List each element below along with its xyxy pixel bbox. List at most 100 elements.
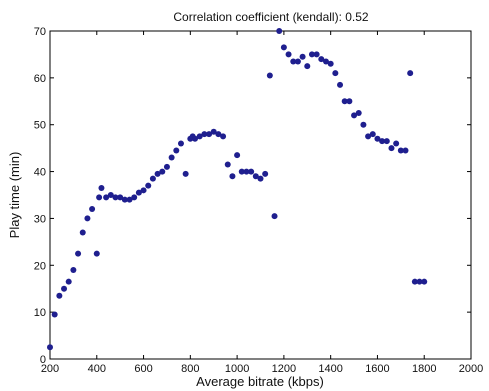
data-point	[103, 194, 110, 201]
data-point	[365, 133, 372, 140]
data-point	[248, 168, 255, 175]
data-point	[126, 196, 133, 203]
data-point	[145, 182, 152, 189]
x-axis-label: Average bitrate (kbps)	[196, 374, 324, 389]
data-point	[393, 140, 400, 147]
x-tick-label: 1600	[365, 363, 389, 375]
data-point	[182, 170, 189, 177]
data-point	[332, 70, 339, 77]
data-point	[402, 147, 409, 154]
x-tick-label: 200	[41, 363, 59, 375]
y-tick-label: 50	[34, 120, 46, 132]
data-point	[196, 133, 203, 140]
data-point	[201, 131, 208, 138]
data-point	[159, 168, 166, 175]
data-point	[262, 170, 269, 177]
data-point	[285, 51, 292, 58]
data-point	[243, 168, 250, 175]
data-point	[271, 213, 278, 220]
data-point	[140, 187, 147, 194]
data-point	[294, 58, 301, 65]
x-tick-label: 800	[181, 363, 199, 375]
data-point	[117, 194, 124, 201]
y-axis-label: Play time (min)	[7, 152, 22, 239]
data-point	[411, 278, 418, 285]
data-point	[135, 189, 142, 196]
data-point	[215, 131, 222, 138]
data-point	[327, 60, 334, 67]
data-point	[421, 278, 428, 285]
data-point	[210, 128, 217, 135]
data-point	[257, 175, 264, 182]
data-point	[299, 53, 306, 60]
data-point	[397, 147, 404, 154]
axis-ticks: 200 400 600 800 1000 1200 1400 1600 1800 2000 0 10 2…	[34, 26, 483, 375]
y-tick-label: 30	[34, 213, 46, 225]
data-point	[322, 58, 329, 65]
data-point	[383, 138, 390, 145]
data-point	[234, 152, 241, 159]
data-point	[121, 196, 128, 203]
data-point	[304, 63, 311, 70]
data-point	[379, 138, 386, 145]
data-point	[280, 44, 287, 51]
data-point	[131, 194, 138, 201]
data-point	[84, 215, 91, 222]
x-tick-label: 2000	[459, 363, 483, 375]
data-point	[369, 131, 376, 138]
x-tick-label: 1400	[318, 363, 342, 375]
data-point	[98, 184, 105, 191]
data-point	[163, 163, 170, 170]
x-tick-label: 1000	[225, 363, 249, 375]
data-point	[229, 173, 236, 180]
data-point	[79, 229, 86, 236]
y-tick-label: 10	[34, 307, 46, 319]
data-point	[290, 58, 297, 65]
data-points	[47, 28, 428, 351]
y-tick-label: 0	[40, 354, 46, 366]
data-point	[93, 250, 100, 257]
data-point	[70, 266, 77, 273]
y-tick-label: 20	[34, 260, 46, 272]
data-point	[266, 72, 273, 79]
data-point	[154, 170, 161, 177]
data-point	[149, 175, 156, 182]
y-tick-label: 70	[34, 26, 46, 38]
data-point	[355, 110, 362, 116]
data-point	[206, 131, 213, 138]
data-point	[374, 135, 381, 142]
data-point	[416, 278, 423, 285]
data-point	[351, 112, 358, 119]
data-point	[388, 145, 395, 152]
data-point	[168, 154, 175, 161]
data-point	[346, 98, 353, 105]
data-point	[192, 135, 199, 142]
data-point	[47, 344, 53, 351]
data-point	[173, 147, 180, 154]
data-point	[89, 206, 96, 213]
data-point	[341, 98, 348, 105]
data-point	[308, 51, 315, 58]
data-point	[75, 250, 82, 257]
chart-title: Correlation coefficient (kendall): 0.52	[173, 10, 369, 24]
x-tick-label: 600	[134, 363, 152, 375]
data-point	[65, 278, 72, 285]
data-point	[107, 192, 114, 198]
data-point	[177, 140, 184, 147]
data-point	[276, 28, 283, 34]
data-point	[337, 81, 344, 88]
data-point	[360, 121, 367, 128]
data-point	[51, 311, 58, 318]
data-point	[112, 194, 119, 201]
data-point	[313, 51, 320, 58]
data-point	[220, 133, 227, 140]
x-tick-label: 1800	[412, 363, 436, 375]
data-point	[407, 70, 414, 77]
data-point	[238, 168, 245, 175]
data-point	[252, 173, 259, 180]
data-point	[224, 161, 231, 168]
y-tick-label: 40	[34, 167, 46, 179]
x-tick-label: 400	[88, 363, 106, 375]
y-tick-label: 60	[34, 73, 46, 85]
